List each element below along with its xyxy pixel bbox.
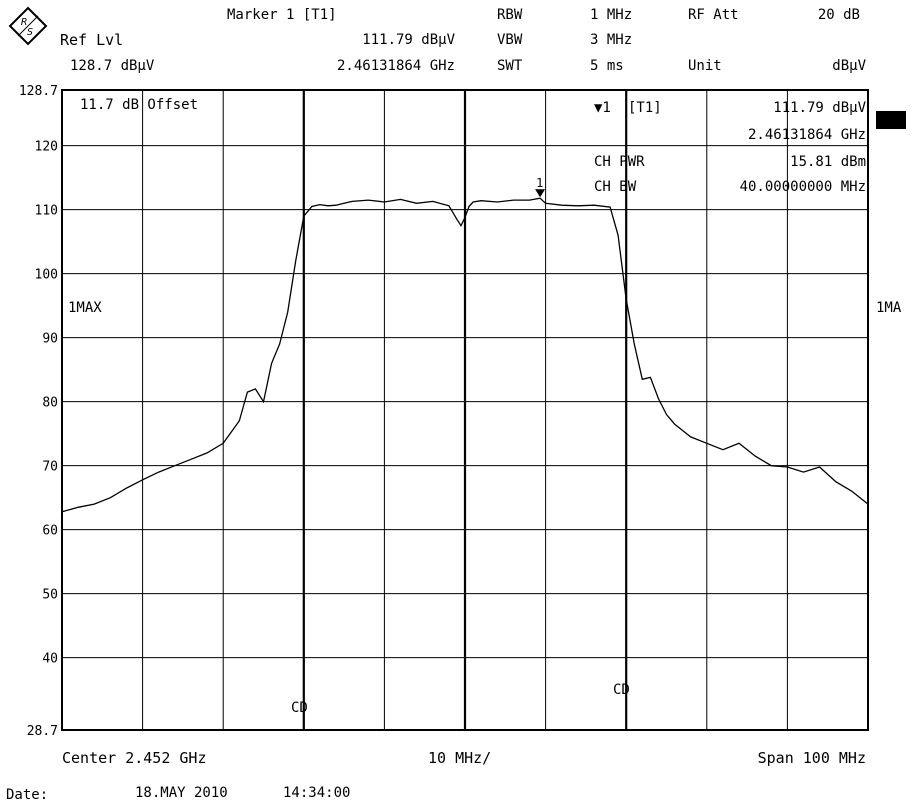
marker-level: 111.79 dBµV bbox=[362, 32, 455, 48]
y-tick-label: 90 bbox=[42, 332, 58, 347]
unit-value: dBµV bbox=[832, 58, 866, 74]
offset-text: 11.7 dB Offset bbox=[80, 97, 199, 113]
center-freq: Center 2.452 GHz bbox=[62, 749, 207, 767]
marker-title: Marker 1 [T1] bbox=[227, 7, 337, 23]
marker-cursor-block bbox=[876, 111, 906, 129]
rf-att-value: 20 dB bbox=[817, 7, 860, 23]
date-value: 18.MAY 2010 bbox=[135, 785, 228, 801]
channel-marker-left: CD bbox=[291, 700, 308, 716]
time-value: 14:34:00 bbox=[283, 785, 351, 801]
y-tick-label: 50 bbox=[42, 588, 58, 603]
rbw-value: 1 MHz bbox=[590, 7, 633, 23]
swt-value: 5 ms bbox=[590, 58, 624, 74]
marker-triangle bbox=[535, 189, 546, 198]
svg-text:R: R bbox=[21, 17, 27, 28]
y-tick-label: 80 bbox=[42, 396, 58, 411]
trace-left-label: 1MAX bbox=[68, 300, 102, 316]
channel-marker-right: CD bbox=[613, 682, 630, 698]
y-tick-label: 60 bbox=[42, 524, 58, 539]
ref-lvl-label: Ref Lvl bbox=[60, 31, 124, 49]
y-tick-label: 110 bbox=[35, 204, 58, 219]
trace-right-label: 1MA bbox=[876, 300, 902, 316]
y-tick-label: 128.7 bbox=[19, 84, 58, 99]
y-tick-labels: 128.7 120 110 100 90 80 70 60 50 40 28.7 bbox=[19, 84, 58, 739]
date-label: Date: bbox=[6, 787, 49, 803]
rf-att-label: RF Att bbox=[688, 7, 739, 23]
rbw-label: RBW bbox=[497, 7, 523, 23]
marker-symbol: ▼1 bbox=[594, 100, 611, 116]
span-label: Span 100 MHz bbox=[757, 749, 866, 767]
y-tick-label: 28.7 bbox=[27, 724, 58, 739]
y-tick-label: 100 bbox=[35, 268, 58, 283]
trace-line bbox=[61, 197, 869, 513]
unit-label: Unit bbox=[688, 58, 722, 74]
ch-bw-value: 40.00000000 MHz bbox=[739, 179, 866, 195]
y-tick-label: 120 bbox=[35, 140, 58, 155]
ref-lvl-value: 128.7 dBµV bbox=[70, 58, 155, 74]
vbw-label: VBW bbox=[497, 32, 523, 48]
marker-freq-overlay: 2.46131864 GHz bbox=[747, 127, 866, 143]
marker-freq: 2.46131864 GHz bbox=[336, 58, 455, 74]
marker-tag: [T1] bbox=[628, 100, 662, 116]
rohde-schwarz-logo: R S bbox=[8, 6, 48, 46]
ch-pwr-value: 15.81 dBm bbox=[790, 154, 866, 170]
svg-text:S: S bbox=[27, 27, 33, 38]
div-label: 10 MHz/ bbox=[428, 749, 492, 767]
vbw-value: 3 MHz bbox=[590, 32, 633, 48]
marker-level-overlay: 111.79 dBµV bbox=[773, 100, 866, 116]
y-tick-label: 70 bbox=[42, 460, 58, 475]
y-tick-label: 40 bbox=[42, 652, 58, 667]
ch-bw-label: CH BW bbox=[594, 179, 637, 195]
ch-pwr-label: CH PWR bbox=[594, 154, 645, 170]
swt-label: SWT bbox=[497, 58, 523, 74]
channel-edge-lines bbox=[302, 90, 628, 730]
marker-number: 1 bbox=[536, 176, 543, 190]
